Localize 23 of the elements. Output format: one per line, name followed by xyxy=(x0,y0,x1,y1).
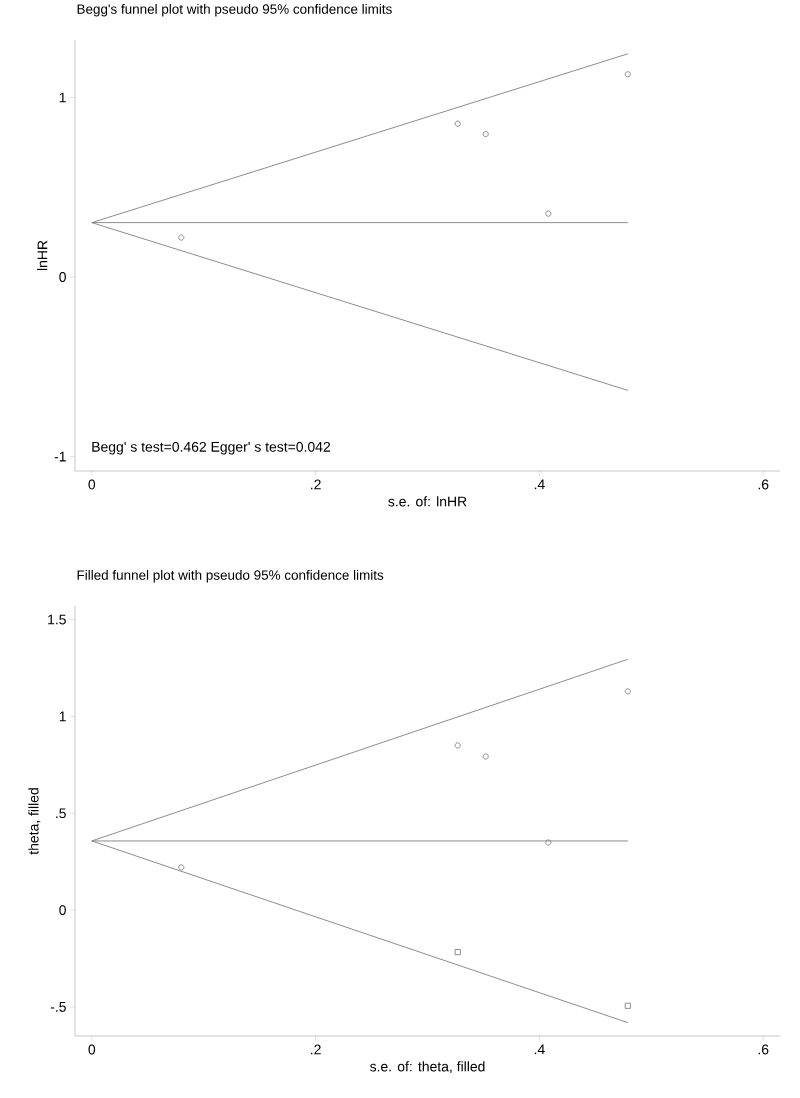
x-tick-label: .6 xyxy=(758,1044,769,1055)
y-tick-label: 0 xyxy=(59,272,66,282)
y-axis-title: theta, filled xyxy=(28,788,41,855)
x-tick-label: .4 xyxy=(534,479,545,490)
y-tick-label: -1 xyxy=(54,451,66,462)
y-tick-label: 1 xyxy=(59,711,66,722)
y-tick-label: -.5 xyxy=(50,1002,66,1012)
x-axis-title: s.e. of: theta, filled xyxy=(370,1061,485,1074)
x-tick-label: .2 xyxy=(311,479,321,490)
x-tick-label: .2 xyxy=(311,1044,321,1055)
chart-title: Begg's funnel plot with pseudo 95% confidence limits xyxy=(77,3,392,17)
chart-title: Filled funnel plot with pseudo 95% confidence limits xyxy=(77,569,384,583)
x-tick-label: 0 xyxy=(88,1044,96,1055)
annotation: Begg' s test=0.462 Egger' s test=0.042 xyxy=(92,441,330,455)
x-tick-label: .6 xyxy=(758,479,769,490)
x-tick-label: .4 xyxy=(534,1044,545,1055)
y-tick-label: 1 xyxy=(59,92,66,103)
y-axis-title: lnHR xyxy=(37,240,48,271)
y-tick-label: 1.5 xyxy=(48,614,66,625)
x-tick-label: 0 xyxy=(88,479,96,490)
y-tick-label: 0 xyxy=(59,905,66,916)
x-axis-title: s.e. of: lnHR xyxy=(388,496,467,507)
y-tick-label: .5 xyxy=(56,808,66,819)
